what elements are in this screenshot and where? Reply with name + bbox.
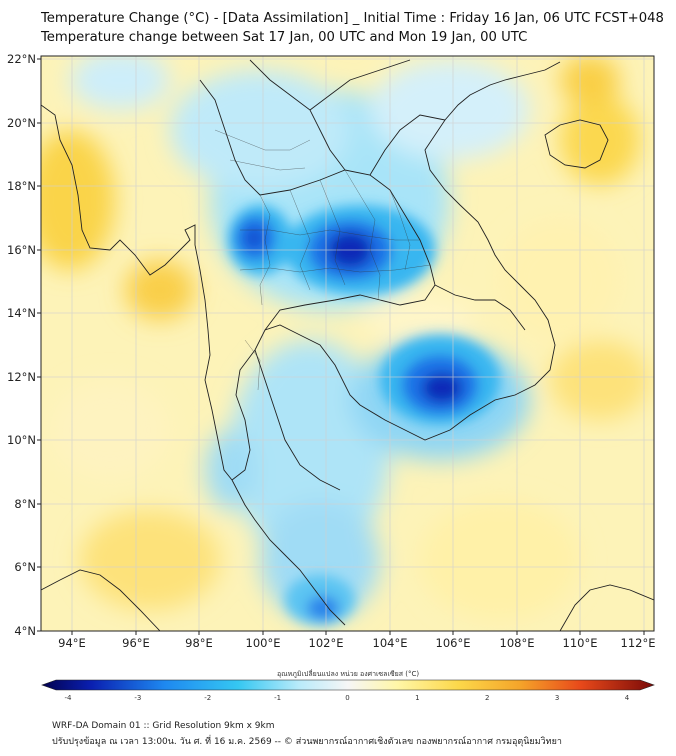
lat-label: 20°N: [7, 116, 36, 130]
lat-label: 22°N: [7, 52, 36, 66]
colorbar-tick-label: -1: [274, 694, 281, 702]
footer-credit: ปรับปรุงข้อมูล ณ เวลา 13:00น. วัน ศ. ที่…: [52, 737, 562, 747]
lon-label: 112°E: [621, 636, 656, 650]
plot-frame: [40, 55, 655, 632]
lon-label: 110°E: [563, 636, 598, 650]
lon-label: 104°E: [373, 636, 408, 650]
lat-label: 6°N: [14, 560, 36, 574]
coastlines: [41, 59, 654, 631]
axis-ticks: [37, 58, 645, 635]
lat-label: 10°N: [7, 433, 36, 447]
lon-label: 108°E: [500, 636, 535, 650]
colorbar-tick-label: -4: [65, 694, 73, 702]
colorbar-tick-label: -2: [204, 694, 211, 702]
lon-label: 94°E: [58, 636, 86, 650]
temperature-field: [41, 56, 654, 631]
lon-label: 106°E: [436, 636, 471, 650]
colorbar-tick-label: 4: [625, 694, 630, 702]
lat-label: 18°N: [7, 179, 36, 193]
lat-label: 12°N: [7, 370, 36, 384]
province-borders: [214, 129, 431, 391]
lon-label: 96°E: [122, 636, 150, 650]
colorbar-tick-label: 3: [555, 694, 559, 702]
chart-title: Temperature Change (°C) - [Data Assimila…: [41, 11, 664, 26]
colorbar-tick-label: 2: [485, 694, 489, 702]
lat-label: 8°N: [14, 497, 36, 511]
lat-label: 16°N: [7, 243, 36, 257]
lon-label: 98°E: [185, 636, 213, 650]
lat-label: 14°N: [7, 306, 36, 320]
lon-label: 100°E: [246, 636, 281, 650]
footer-resolution: WRF-DA Domain 01 :: Grid Resolution 9km …: [52, 721, 275, 731]
colorbar-ticks: -4 -3 -2 -1 0 1 2 3 4: [65, 694, 630, 702]
colorbar: [41, 679, 655, 691]
lon-label: 102°E: [309, 636, 344, 650]
colorbar-tick-label: 1: [415, 694, 419, 702]
chart-subtitle: Temperature change between Sat 17 Jan, 0…: [41, 30, 528, 45]
temperature-map: 94°E 96°E 98°E 100°E 102°E 104°E 106°E 1…: [7, 52, 656, 702]
colorbar-tick-label: 0: [345, 694, 349, 702]
colorbar-tick-label: -3: [134, 694, 141, 702]
lat-label: 4°N: [14, 624, 36, 638]
colorbar-title: อุณหภูมิเปลี่ยนแปลง หน่วย องศาเซลเซียส (…: [277, 669, 419, 678]
